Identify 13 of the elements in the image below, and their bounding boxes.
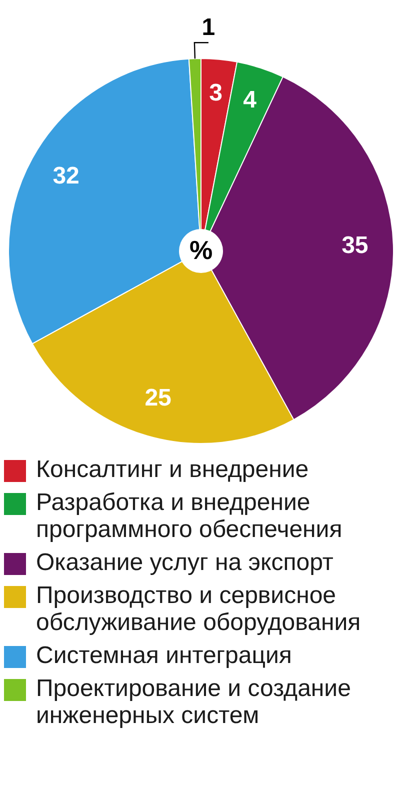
text: % bbox=[189, 235, 213, 266]
data-label: 25 bbox=[144, 384, 172, 412]
legend-label: Оказание услуг на экспорт bbox=[36, 549, 334, 576]
data-label: 32 bbox=[52, 162, 80, 190]
legend-label: Системная интеграция bbox=[36, 642, 292, 669]
data-label: 35 bbox=[342, 232, 368, 259]
legend-label: Проектирование и создание инженерных систем bbox=[36, 675, 352, 729]
legend-label: Разработка и внедрение программного обеспечения bbox=[36, 489, 344, 543]
data-label: 1 bbox=[202, 14, 216, 42]
data-label: 3 bbox=[209, 79, 223, 106]
legend-label: Производство и сервисное обслуживание оборудования bbox=[36, 582, 362, 636]
data-label: 4 bbox=[243, 86, 258, 114]
legend-label: Консалтинг и внедрение bbox=[36, 456, 309, 483]
